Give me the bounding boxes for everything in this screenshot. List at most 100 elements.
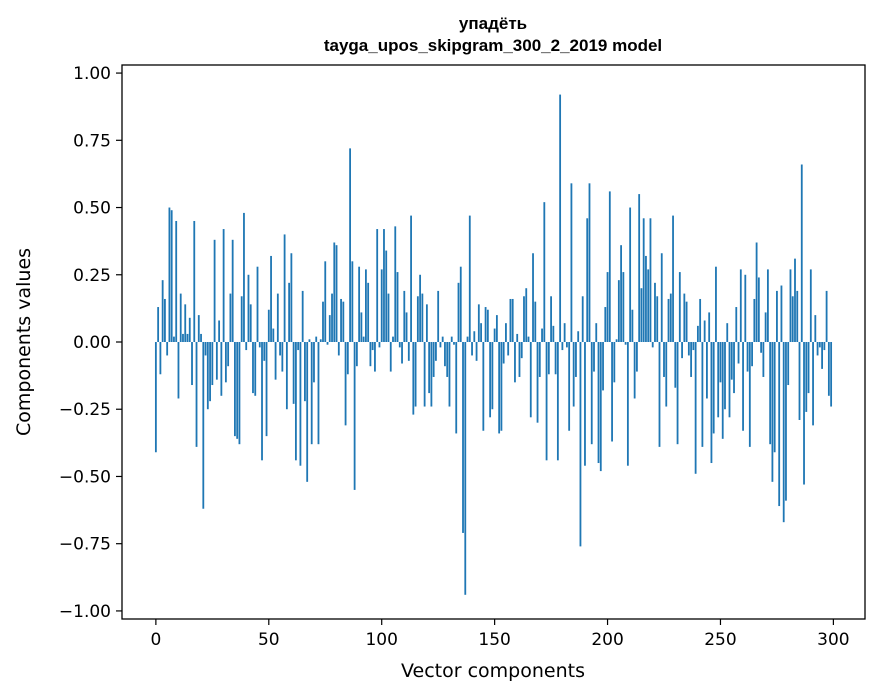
bar: [267, 309, 270, 342]
bar: [724, 342, 726, 410]
bar: [550, 296, 552, 342]
bar: [735, 307, 738, 342]
bar: [577, 331, 580, 342]
bar: [678, 272, 681, 342]
bar: [495, 315, 498, 342]
bar: [304, 342, 306, 402]
bar: [800, 164, 803, 342]
bar: [633, 342, 636, 399]
bar: [428, 342, 431, 394]
bar: [690, 342, 693, 377]
bar: [256, 266, 259, 342]
bar: [213, 239, 216, 342]
bar: [209, 342, 211, 402]
bar: [389, 342, 392, 372]
bar: [279, 342, 281, 356]
x-axis-ticks: 0 50 100 150 200 250 300: [150, 619, 850, 650]
bar: [658, 342, 661, 447]
x-tick-label: 0: [150, 630, 161, 650]
bar: [590, 342, 593, 445]
bar: [179, 293, 182, 342]
bar: [202, 342, 205, 509]
chart-title: упадёть: [459, 14, 527, 33]
bar: [518, 342, 521, 377]
bar: [159, 342, 162, 375]
bars-group: [154, 94, 833, 595]
bar: [491, 342, 494, 410]
bar: [764, 312, 767, 342]
bar: [575, 342, 577, 377]
bar: [195, 342, 198, 447]
bar: [538, 342, 541, 377]
bar: [579, 342, 582, 547]
bar: [365, 269, 367, 342]
bar: [294, 342, 297, 461]
x-tick-label: 250: [704, 630, 736, 650]
bar: [554, 342, 557, 375]
bar: [441, 336, 444, 342]
bar: [371, 342, 374, 351]
bar: [715, 266, 717, 342]
bar: [340, 298, 342, 342]
bar: [812, 342, 814, 426]
bar: [360, 312, 363, 342]
bar: [211, 342, 214, 386]
bar: [430, 342, 433, 407]
bar: [552, 325, 555, 342]
bar: [807, 342, 810, 394]
bar: [514, 342, 516, 383]
bar: [563, 323, 566, 342]
bar: [301, 290, 304, 342]
bar: [602, 342, 604, 391]
bar: [595, 323, 598, 342]
bar: [746, 342, 749, 372]
bar: [292, 342, 295, 404]
bar: [315, 336, 318, 342]
bar: [516, 333, 519, 342]
bar: [821, 342, 823, 369]
bar: [272, 328, 275, 342]
bar: [672, 215, 674, 342]
bar: [308, 339, 311, 342]
bar: [378, 342, 381, 348]
bar: [742, 342, 744, 431]
bar: [568, 342, 571, 431]
bar: [721, 342, 724, 439]
plot-frame: [121, 64, 866, 620]
bar: [473, 331, 476, 342]
bar: [446, 342, 449, 377]
bar: [748, 342, 751, 447]
bar: [448, 342, 451, 407]
bar: [683, 293, 686, 342]
bar: [238, 342, 241, 445]
bar: [751, 342, 753, 367]
bar: [708, 312, 711, 342]
bar: [572, 342, 575, 407]
bar: [405, 312, 408, 342]
bar: [317, 342, 320, 445]
bar: [710, 342, 713, 464]
bar: [791, 296, 794, 342]
bar: [638, 194, 641, 342]
bar: [247, 274, 250, 342]
bar: [617, 280, 620, 342]
bar: [636, 342, 638, 372]
bar: [665, 342, 668, 407]
bar: [227, 342, 230, 367]
bar: [326, 342, 329, 345]
bar: [459, 266, 462, 342]
bar: [717, 342, 720, 418]
bar: [656, 296, 659, 342]
bar: [640, 288, 643, 342]
bar: [823, 342, 826, 351]
bar: [611, 342, 613, 442]
bar: [455, 342, 458, 434]
bar: [184, 304, 187, 342]
bar: [676, 342, 679, 445]
bar: [222, 229, 225, 342]
bar: [624, 342, 627, 345]
bar: [328, 315, 331, 342]
bar: [283, 234, 286, 342]
bar: [663, 342, 665, 377]
bar: [654, 282, 656, 342]
